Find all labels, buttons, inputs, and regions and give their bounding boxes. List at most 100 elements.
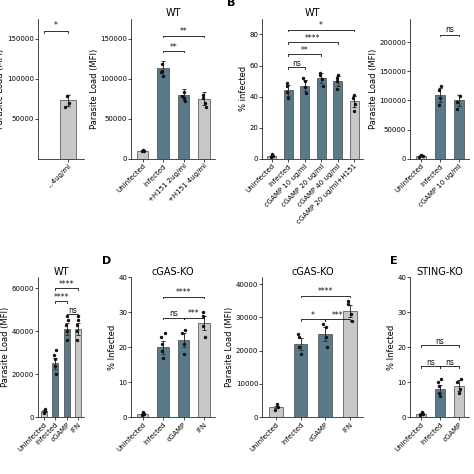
Point [435,389,442,396]
Y-axis label: Parasite Load (MFI): Parasite Load (MFI) [369,49,378,129]
Y-axis label: Parasite Load (MFI): Parasite Load (MFI) [1,307,10,387]
Bar [319,334,332,417]
Point [456,92,464,100]
Point [334,74,341,82]
Text: *: * [54,21,58,30]
Point [53,346,60,354]
Title: STING-KO: STING-KO [417,267,463,277]
Point [417,151,425,158]
Point [141,147,148,155]
Point [199,309,207,316]
Point [138,411,146,419]
Point [299,74,307,82]
Point [158,340,165,347]
Bar [41,410,47,417]
Bar [343,310,356,417]
Bar [199,323,210,417]
Point [161,329,168,337]
Bar [454,100,464,159]
Point [350,91,357,99]
Bar [416,414,426,417]
Text: D: D [102,256,111,266]
Point [63,336,71,344]
Point [295,344,303,351]
Point [350,107,357,114]
Title: WT: WT [165,8,181,18]
Bar [199,99,210,159]
Point [347,310,355,318]
Title: WT: WT [53,267,69,277]
Bar [137,151,148,159]
Text: *: * [311,311,315,320]
Point [435,382,442,390]
Point [333,77,341,85]
Text: ****: **** [318,287,333,296]
Point [160,72,167,80]
Bar [454,386,464,417]
Y-axis label: Parasite Load (MFI): Parasite Load (MFI) [90,49,99,129]
Point [157,68,165,75]
Point [74,317,82,324]
Text: ****: **** [305,34,320,43]
Point [323,344,331,351]
Bar [416,156,426,159]
Text: ***: *** [188,310,200,319]
Bar [157,68,169,159]
Point [297,350,305,358]
Point [199,91,207,99]
Bar [60,100,76,159]
Point [201,333,209,341]
Point [456,389,463,396]
Point [295,334,303,341]
Point [319,82,327,90]
Bar [283,91,292,159]
Point [140,146,147,154]
Point [437,392,444,400]
Point [40,409,47,417]
Text: ns: ns [445,358,454,367]
Point [453,378,461,386]
Point [274,403,282,411]
Point [65,99,73,107]
Point [438,375,445,383]
Point [181,88,188,95]
Text: ****: **** [59,281,74,290]
Point [453,105,461,112]
Bar [64,329,70,417]
Bar [300,86,309,159]
Point [316,71,324,79]
Point [435,86,443,94]
Point [52,370,59,378]
Point [178,92,185,100]
Bar [178,95,189,159]
Point [41,405,48,412]
Bar [435,95,445,159]
Text: ns: ns [426,358,435,367]
Point [160,354,167,362]
Point [322,324,330,331]
Point [64,92,71,100]
Point [269,152,277,159]
Point [138,148,146,155]
Point [456,385,464,393]
Point [157,333,165,341]
Point [158,347,165,355]
Point [182,326,189,334]
Text: ****: **** [53,293,69,302]
Point [51,356,58,363]
Text: ***: *** [332,311,343,320]
Point [51,362,58,369]
Point [64,328,71,335]
Title: cGAS-KO: cGAS-KO [152,267,195,277]
Bar [267,155,276,159]
Point [268,150,276,158]
Point [180,350,188,358]
Bar [294,344,307,417]
Point [435,101,443,109]
Point [349,94,357,102]
Y-axis label: % Infected: % Infected [108,325,117,370]
Point [201,99,209,107]
Point [267,153,275,161]
Text: B: B [227,0,236,8]
Point [51,351,58,359]
